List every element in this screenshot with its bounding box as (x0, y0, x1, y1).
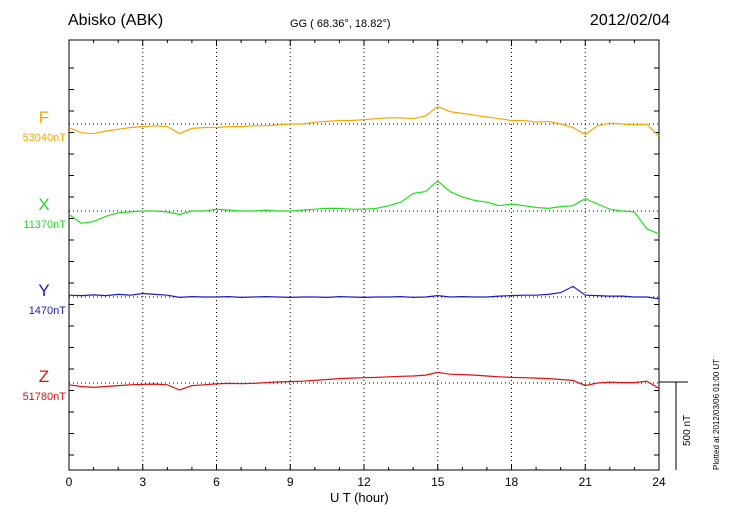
series-name-x: X (38, 195, 49, 214)
x-tick-label: 6 (213, 475, 220, 489)
x-axis-ticks: 0 3 6 9 12 15 18 21 24 (66, 40, 666, 489)
x-tick-label: 15 (431, 475, 445, 489)
series-line-x (68, 180, 660, 235)
grid-lines (142, 40, 586, 470)
series-line-z (68, 371, 660, 391)
series-baseline-f: 53040nT (23, 132, 67, 144)
scale-bar-label: 500 nT (682, 414, 693, 446)
x-tick-label: 3 (139, 475, 146, 489)
series-line-f (68, 105, 660, 137)
x-tick-label: 18 (505, 475, 519, 489)
coordinates-label: GG ( 68.36°, 18.82°) (290, 18, 391, 30)
series-name-f: F (39, 108, 49, 127)
x-tick-label: 24 (652, 475, 666, 489)
x-tick-label: 0 (66, 475, 73, 489)
series-name-y: Y (38, 281, 49, 300)
plotted-timestamp: Plotted at 2012/03/06 01:00 UT (712, 358, 721, 470)
x-tick-label: 9 (287, 475, 294, 489)
scale-bar (659, 381, 688, 470)
series-name-z: Z (39, 367, 49, 386)
x-tick-label: 12 (357, 475, 371, 489)
station-title: Abisko (ABK) (68, 12, 164, 29)
x-axis-title: U T (hour) (330, 490, 389, 505)
series-labels: F 53040nT X 11370nT Y 1470nT Z 51780nT (23, 108, 67, 403)
date-label: 2012/02/04 (589, 12, 670, 29)
series-baseline-x: 11370nT (23, 219, 66, 231)
series-baseline-y: 1470nT (29, 305, 67, 317)
series-lines (68, 105, 660, 391)
x-tick-label: 21 (579, 475, 593, 489)
series-line-y (68, 285, 660, 300)
series-baseline-z: 51780nT (23, 391, 67, 403)
